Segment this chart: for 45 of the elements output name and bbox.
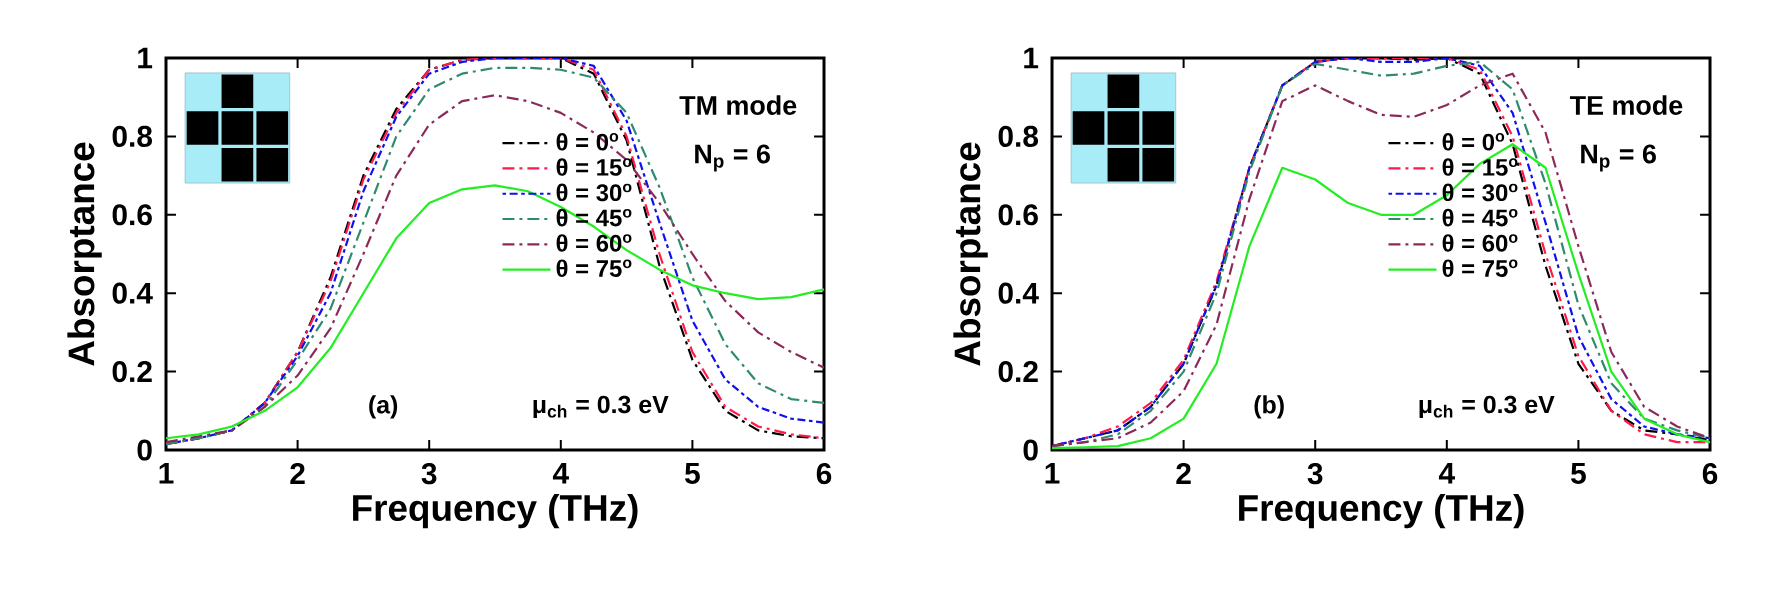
y-tick-label: 0.6 — [998, 204, 1038, 226]
legend-label: θ = 45$^{o}$ — [1442, 208, 1518, 227]
legend-label: θ = 60$^{o}$ — [1442, 234, 1518, 252]
y-tick-label: 0 — [137, 439, 152, 461]
line-series — [166, 184, 825, 440]
x-tick-label: 4 — [1438, 463, 1455, 484]
y-tick-label: 0.4 — [112, 282, 153, 304]
y-tick-label: 1 — [138, 47, 153, 69]
annotation: μ$_{ch}$ = 0.3 eV — [1419, 395, 1555, 419]
x-tick-label: 3 — [421, 463, 437, 485]
x-tick-label: 1 — [1045, 463, 1060, 484]
legend-label: θ = 75$^{o}$ — [556, 259, 632, 277]
annotation: N$_{p}$ = 6 — [1581, 144, 1656, 172]
x-tick-label: 2 — [290, 463, 305, 484]
legend-label: θ = 15$^{o}$ — [556, 158, 632, 176]
x-tick-label: 2 — [1176, 463, 1191, 484]
legend-label: θ = 15$^{o}$ — [1442, 158, 1518, 176]
annotation: (a) — [369, 395, 398, 419]
y-tick-label: 0.6 — [112, 204, 152, 226]
y-tick-label: 0.4 — [998, 282, 1039, 304]
legend-label: θ = 75$^{o}$ — [1442, 259, 1518, 277]
x-axis-title: Frequency (THz) — [1239, 493, 1524, 529]
x-tick-label: 3 — [1307, 463, 1323, 485]
y-tick-label: 0.2 — [112, 361, 152, 383]
annotation: (b) — [1254, 395, 1284, 419]
y-tick-label: 0 — [1023, 439, 1038, 461]
annotation: N$_{p}$ = 6 — [695, 144, 770, 172]
annotation: TE mode — [1569, 95, 1683, 115]
x-tick-label: 4 — [552, 463, 569, 484]
x-tick-label: 5 — [1571, 463, 1586, 484]
y-tick-label: 1 — [1024, 47, 1039, 69]
y-tick-label: 0.8 — [998, 125, 1039, 147]
x-tick-label: 1 — [159, 463, 174, 484]
y-tick-label: 0.2 — [998, 361, 1038, 383]
y-axis-title: Absorptance — [953, 142, 988, 366]
y-tick-label: 0.8 — [112, 125, 153, 147]
legend-label: θ = 0$^{o}$ — [1442, 133, 1505, 151]
x-tick-label: 6 — [816, 463, 832, 485]
x-axis-title: Frequency (THz) — [353, 493, 638, 529]
annotation: TM mode — [679, 95, 797, 115]
y-axis-title: Absorptance — [67, 142, 102, 366]
annotation: μ$_{ch}$ = 0.3 eV — [533, 395, 669, 419]
x-tick-label: 5 — [685, 463, 700, 484]
x-tick-label: 6 — [1702, 463, 1718, 485]
legend-label: θ = 30$^{o}$ — [556, 183, 632, 202]
